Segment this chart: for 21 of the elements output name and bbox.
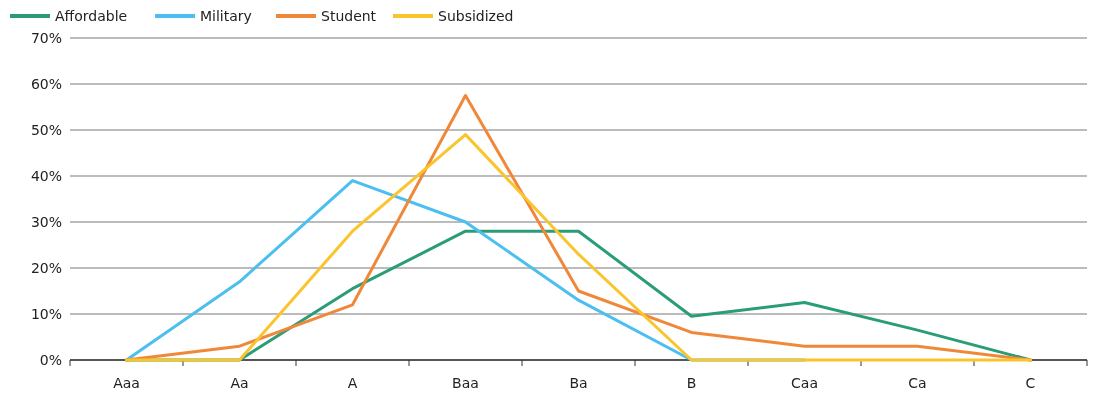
- legend-label: Military: [200, 7, 252, 24]
- y-tick-label: 0%: [39, 351, 62, 368]
- x-tick-label: Ca: [908, 375, 927, 391]
- y-tick-label: 10%: [30, 305, 62, 322]
- y-tick-label: 40%: [30, 167, 62, 184]
- x-tick-label: Ba: [569, 375, 588, 391]
- y-tick-label: 30%: [30, 213, 62, 230]
- x-tick-label: Caa: [791, 375, 818, 391]
- legend-label: Subsidized: [438, 7, 514, 24]
- legend-label: Student: [321, 7, 377, 24]
- x-tick-label: Aa: [230, 375, 249, 391]
- legend-label: Affordable: [55, 7, 128, 24]
- x-tick-label: C: [1025, 375, 1036, 391]
- y-tick-label: 50%: [30, 121, 62, 138]
- y-tick-label: 70%: [30, 29, 62, 46]
- y-tick-label: 20%: [30, 259, 62, 276]
- x-tick-label: Baa: [452, 375, 479, 391]
- x-tick-label: Aaa: [113, 375, 140, 391]
- y-tick-label: 60%: [30, 75, 62, 92]
- x-tick-label: B: [686, 375, 697, 391]
- x-tick-label: A: [347, 375, 358, 391]
